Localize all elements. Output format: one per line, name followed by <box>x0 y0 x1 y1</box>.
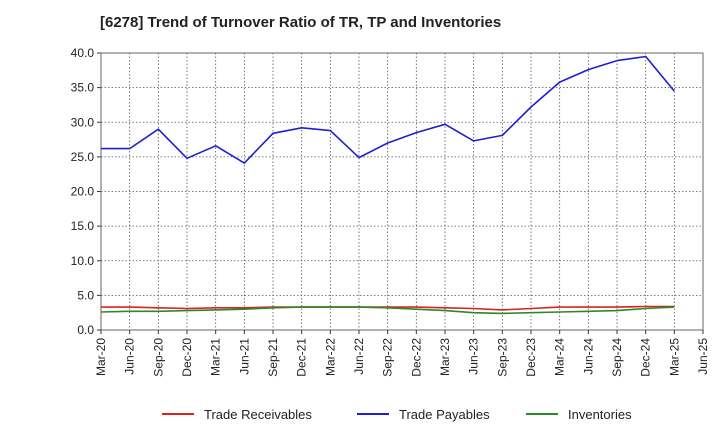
legend-label-trade-receivables: Trade Receivables <box>204 407 312 422</box>
y-tick-label: 35.0 <box>71 81 95 95</box>
series-line-inventories <box>100 306 675 315</box>
y-tick-label: 40.0 <box>71 46 95 60</box>
y-tick-label: 5.0 <box>77 288 94 302</box>
x-tick-label: Sep-23 <box>495 338 509 377</box>
x-tick-label: Sep-22 <box>381 338 395 377</box>
x-tick-label: Jun-21 <box>237 338 251 375</box>
x-tick-label: Mar-23 <box>438 338 452 376</box>
x-tick-label: Mar-21 <box>209 338 223 376</box>
x-tick-label: Jun-22 <box>352 338 366 375</box>
x-tick-label: Mar-22 <box>323 338 337 376</box>
x-tick-label: Jun-24 <box>581 338 595 375</box>
legend-label-trade-payables: Trade Payables <box>399 407 490 422</box>
x-tick-label: Dec-24 <box>639 338 653 377</box>
x-tick-label: Jun-23 <box>467 338 481 375</box>
x-tick-label: Jun-25 <box>696 338 710 375</box>
x-tick-label: Jun-20 <box>123 338 137 375</box>
x-tick-label: Sep-24 <box>610 338 624 377</box>
x-tick-label: Dec-20 <box>180 338 194 377</box>
y-tick-label: 0.0 <box>77 323 94 337</box>
x-tick-label: Sep-20 <box>151 338 165 377</box>
x-tick-label: Mar-25 <box>667 338 681 376</box>
y-tick-label: 10.0 <box>71 254 95 268</box>
y-tick-label: 30.0 <box>71 115 95 129</box>
series-line-trade-payables <box>101 55 675 164</box>
plot-frame <box>100 52 704 331</box>
y-tick-label: 15.0 <box>71 219 95 233</box>
x-tick-label: Dec-22 <box>409 338 423 377</box>
y-tick-label: 20.0 <box>71 185 95 199</box>
x-tick-label: Dec-23 <box>524 338 538 377</box>
x-tick-label: Mar-24 <box>553 338 567 376</box>
x-tick-label: Dec-21 <box>295 338 309 377</box>
x-tick-label: Sep-21 <box>266 338 280 377</box>
legend-label-inventories: Inventories <box>568 407 632 422</box>
chart-title: [6278] Trend of Turnover Ratio of TR, TP… <box>100 14 502 31</box>
x-tick-label: Mar-20 <box>94 338 108 376</box>
y-tick-label: 25.0 <box>71 150 95 164</box>
